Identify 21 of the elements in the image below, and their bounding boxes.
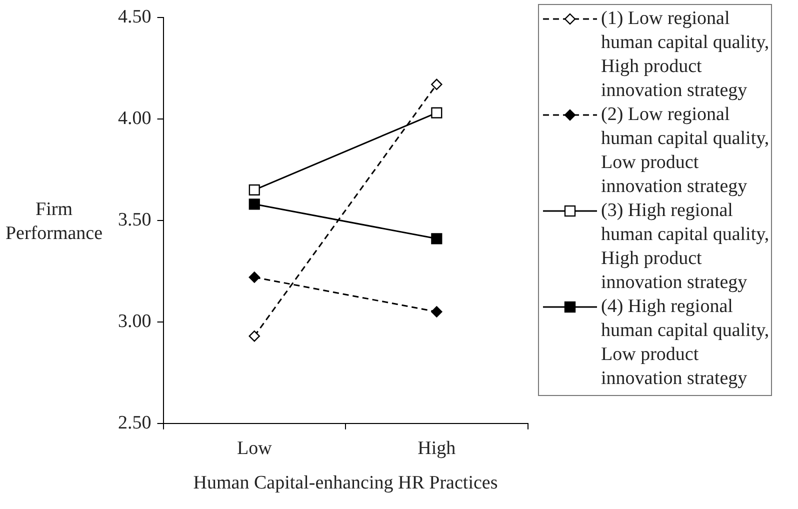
point: [431, 78, 442, 90]
point: [248, 272, 260, 283]
y-tick-label: 4.00: [118, 108, 152, 129]
point: [248, 330, 260, 342]
legend-label: (1) Low regional human capital quality, High product innovation strategy: [601, 7, 770, 103]
legend-label: (4) High regional human capital quality, Low product innovation strategy: [601, 295, 770, 391]
y-tick-label: 4.50: [118, 6, 152, 28]
point: [431, 233, 442, 244]
point: [248, 184, 260, 196]
y-axis-title: Firm Performance: [4, 198, 104, 246]
x-tick-label: High: [418, 438, 456, 459]
x-axis-title: Human Capital-enhancing HR Practices: [193, 472, 498, 494]
y-tick-label: 2.50: [118, 412, 152, 434]
legend-label: (3) High regional human capital quality, High product innovation strategy: [601, 199, 770, 295]
legend-label: (2) Low regional human capital quality, Low product innovation strategy: [601, 103, 770, 199]
y-tick-label: 3.00: [118, 310, 152, 332]
y-tick-label: 3.50: [118, 209, 152, 230]
x-tick-label: Low: [236, 438, 272, 459]
point: [248, 198, 260, 210]
point: [431, 107, 442, 118]
point: [431, 306, 442, 318]
